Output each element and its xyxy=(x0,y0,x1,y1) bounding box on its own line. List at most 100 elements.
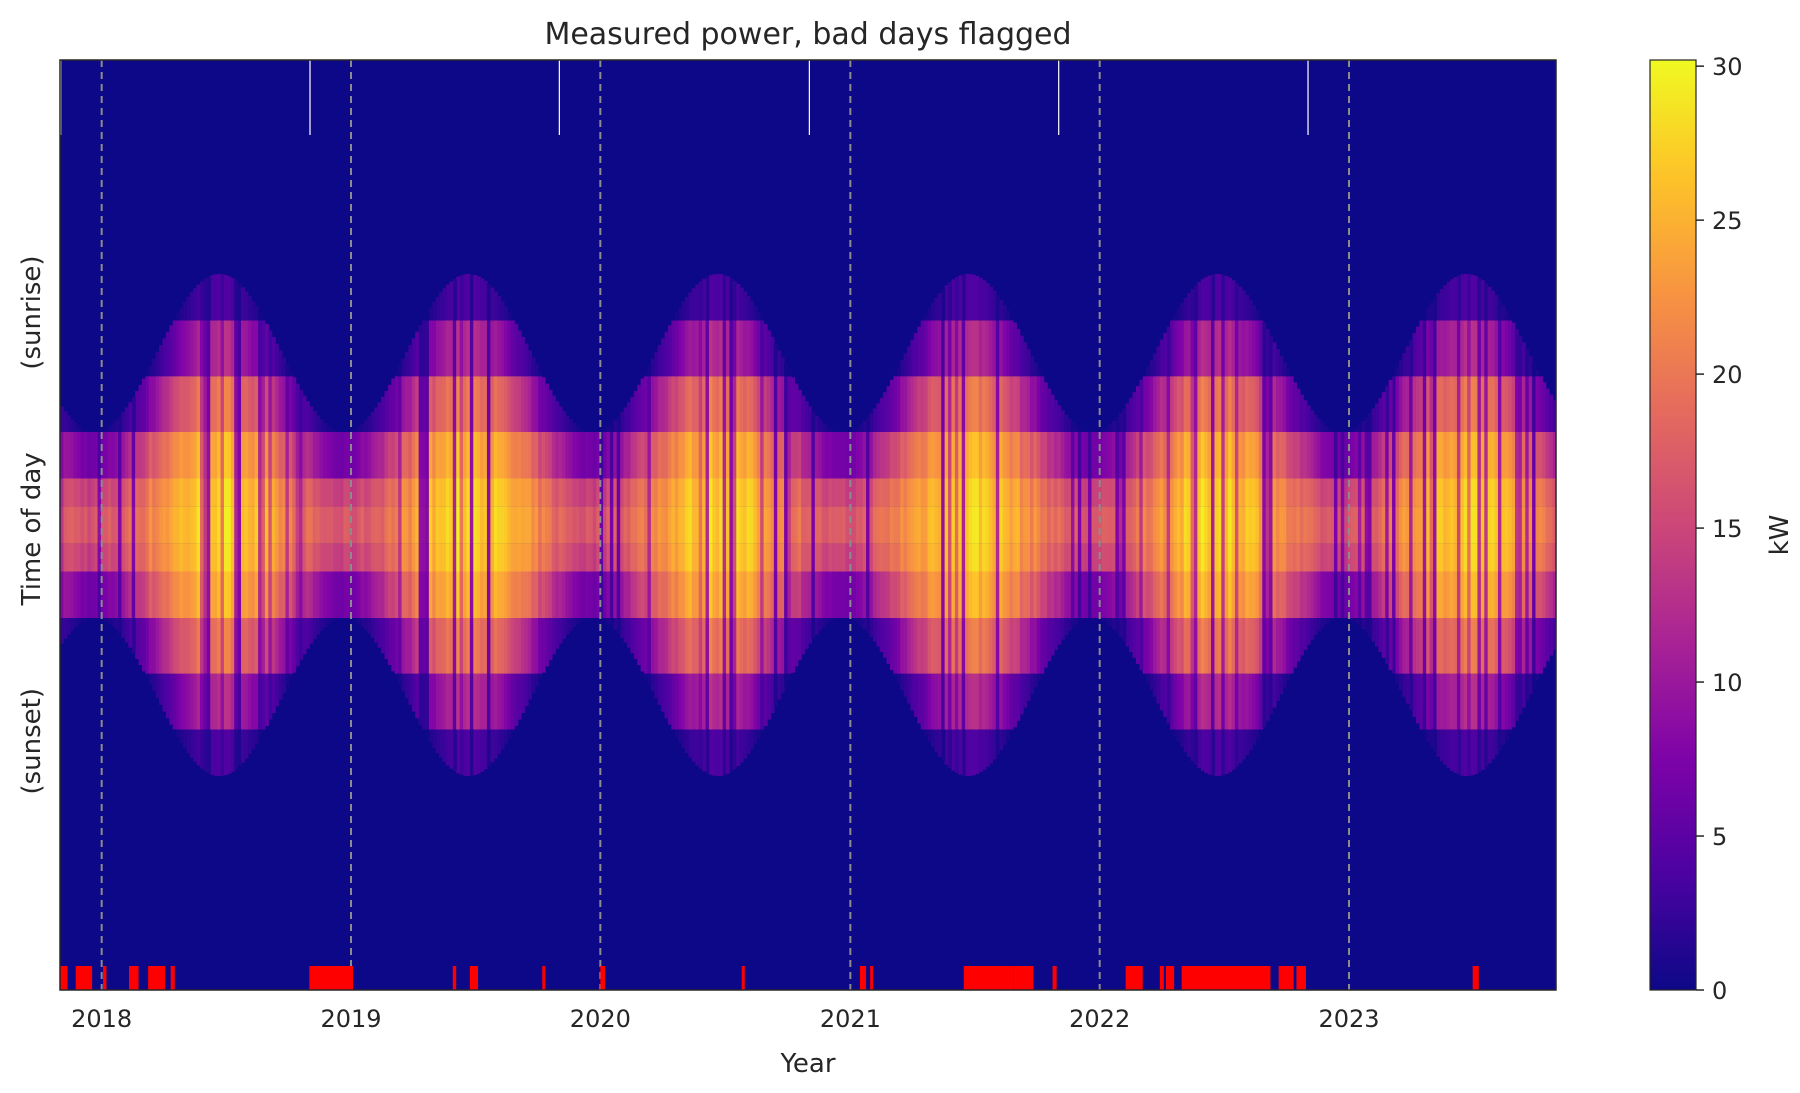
heat-cell xyxy=(1221,673,1226,730)
heat-cell xyxy=(965,618,970,674)
heat-cell xyxy=(1262,571,1267,618)
heat-cell xyxy=(176,618,181,674)
heat-cell xyxy=(124,618,129,643)
bad-day-flag xyxy=(1052,966,1057,990)
heat-cell xyxy=(159,571,164,618)
heat-cell xyxy=(995,571,1000,618)
heat-cell xyxy=(213,478,218,507)
heat-cell xyxy=(1392,432,1397,479)
heat-cell xyxy=(230,278,235,321)
heat-cell xyxy=(271,432,276,479)
heat-cell xyxy=(254,320,259,377)
heat-cell xyxy=(1245,571,1250,618)
heat-cell xyxy=(1426,673,1431,730)
heat-cell xyxy=(1456,275,1461,321)
heat-cell xyxy=(241,432,246,479)
heat-cell xyxy=(1439,320,1444,377)
heat-cell xyxy=(220,543,225,572)
heat-cell xyxy=(1269,543,1274,572)
heat-cell xyxy=(285,432,290,479)
heat-cell xyxy=(1207,673,1212,730)
heat-cell xyxy=(1535,506,1540,544)
heat-cell xyxy=(1419,320,1424,377)
heat-cell xyxy=(1518,543,1523,572)
heat-cell xyxy=(753,306,758,321)
heat-cell xyxy=(917,326,922,377)
heat-cell xyxy=(640,378,645,432)
heat-cell xyxy=(1255,376,1260,432)
heat-cell xyxy=(551,395,556,432)
heat-cell xyxy=(729,618,734,674)
heat-cell xyxy=(1525,349,1530,377)
heat-cell xyxy=(435,506,440,544)
heat-cell xyxy=(989,432,994,479)
heat-cell xyxy=(1207,320,1212,377)
heat-cell xyxy=(1494,506,1499,544)
heat-cell xyxy=(299,389,304,432)
heat-cell xyxy=(203,618,208,674)
heat-cell xyxy=(247,571,252,618)
heat-cell xyxy=(1480,506,1485,544)
heat-cell xyxy=(169,543,174,572)
heat-cell xyxy=(1211,571,1216,618)
heat-cell xyxy=(145,673,150,678)
heat-cell xyxy=(1361,506,1366,544)
heat-cell xyxy=(828,618,833,622)
heat-cell xyxy=(285,571,290,618)
heat-cell xyxy=(1286,543,1291,572)
heat-cell xyxy=(439,292,444,321)
heat-cell xyxy=(1368,571,1373,618)
heat-cell xyxy=(1088,543,1093,572)
heat-cell xyxy=(1316,506,1321,544)
heat-cell xyxy=(425,618,430,674)
heat-cell xyxy=(886,543,891,572)
heat-cell xyxy=(924,432,929,479)
heat-cell xyxy=(452,432,457,479)
heat-cell xyxy=(302,506,307,544)
heat-cell xyxy=(1245,295,1250,321)
heat-cell xyxy=(773,376,778,432)
heat-cell xyxy=(657,673,662,705)
heat-cell xyxy=(1129,571,1134,618)
heat-cell xyxy=(1132,392,1137,432)
heat-cell xyxy=(787,506,792,544)
heat-cell xyxy=(1026,376,1031,432)
heat-cell xyxy=(1412,571,1417,618)
heat-cell xyxy=(797,389,802,432)
heat-cell xyxy=(486,506,491,544)
heat-cell xyxy=(1269,673,1274,715)
heat-cell xyxy=(1453,432,1458,479)
heat-cell xyxy=(1200,543,1205,572)
heat-cell xyxy=(343,543,348,572)
heat-cell xyxy=(1289,376,1294,432)
heat-cell xyxy=(664,376,669,432)
heat-cell xyxy=(360,543,365,572)
heat-cell xyxy=(698,432,703,479)
heat-cell xyxy=(1224,673,1229,730)
heat-cell xyxy=(934,376,939,432)
heat-cell xyxy=(538,673,543,680)
heat-cell xyxy=(1176,376,1181,432)
heat-cell xyxy=(128,432,133,479)
heat-cell xyxy=(1234,729,1239,767)
heat-cell xyxy=(387,543,392,572)
heat-cell xyxy=(592,506,597,544)
bad-day-flag xyxy=(1165,966,1175,990)
heat-cell xyxy=(1006,506,1011,544)
heat-cell xyxy=(1470,320,1475,377)
heat-cell xyxy=(442,729,447,762)
heat-cell xyxy=(107,478,112,507)
heat-cell xyxy=(1180,506,1185,544)
heat-cell xyxy=(514,376,519,432)
heat-cell xyxy=(1132,571,1137,618)
heat-cell xyxy=(459,376,464,432)
heat-cell xyxy=(910,571,915,618)
heat-cell xyxy=(558,618,563,644)
heat-cell xyxy=(1197,478,1202,507)
x-tick-label: 2021 xyxy=(820,1005,881,1033)
heat-cell xyxy=(322,422,328,432)
heat-cell xyxy=(784,364,789,377)
heat-cell xyxy=(288,376,293,432)
heat-cell xyxy=(1125,432,1130,479)
heat-cell xyxy=(1094,506,1099,544)
